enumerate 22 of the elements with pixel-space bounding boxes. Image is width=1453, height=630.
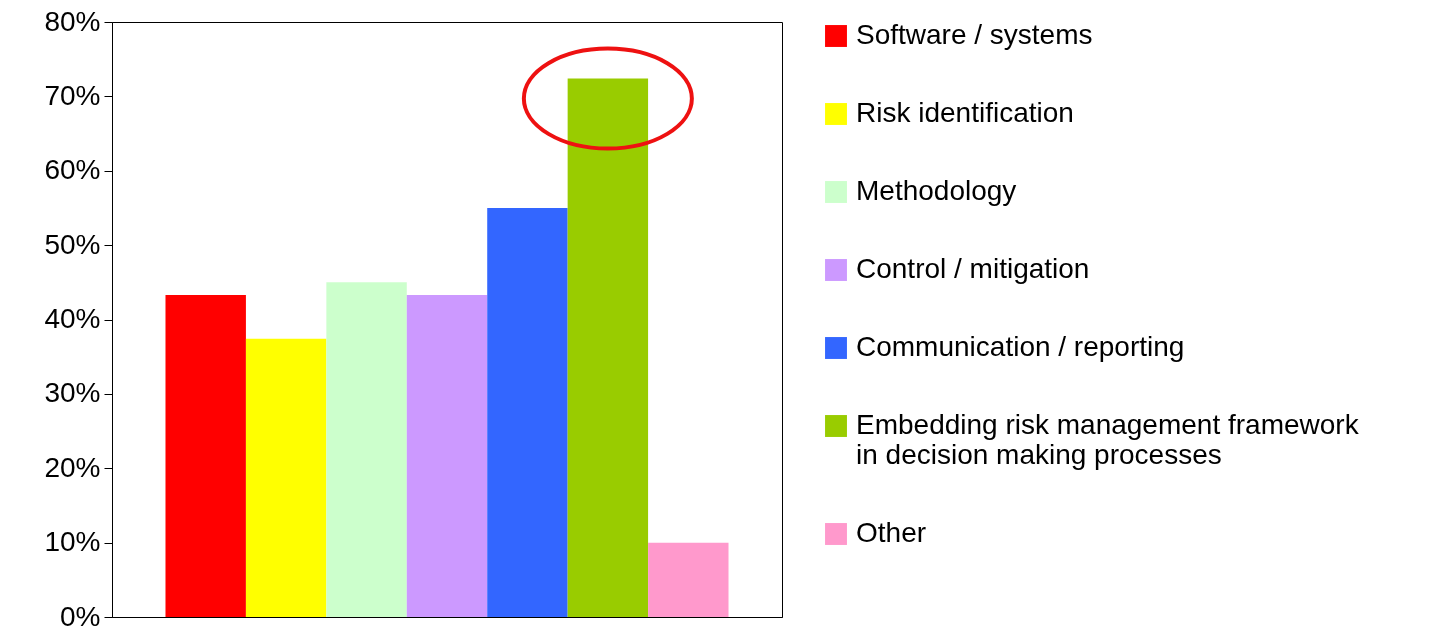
bar bbox=[406, 294, 488, 617]
legend-label: Embedding risk management framework in decision making processes bbox=[856, 409, 1360, 470]
legend-label: Risk identification bbox=[856, 97, 1074, 128]
legend-label: Other bbox=[856, 517, 927, 548]
legend-label: Software / systems bbox=[856, 19, 1093, 50]
bar bbox=[245, 338, 327, 617]
bar bbox=[326, 282, 407, 617]
y-tick-label: 70% bbox=[44, 79, 101, 111]
y-tick-label: 50% bbox=[44, 228, 101, 260]
y-tick-label: 60% bbox=[44, 154, 101, 186]
legend-label: Control / mitigation bbox=[856, 253, 1090, 284]
y-tick-label: 10% bbox=[44, 526, 101, 558]
bar bbox=[648, 542, 729, 617]
y-tick-label: 80% bbox=[44, 5, 101, 37]
y-tick-label: 40% bbox=[44, 303, 101, 334]
legend-label: Methodology bbox=[856, 175, 1017, 206]
y-tick-label: 0% bbox=[60, 600, 101, 630]
y-tick-label: 30% bbox=[44, 377, 101, 409]
y-tick-label: 20% bbox=[44, 451, 101, 483]
bar bbox=[487, 207, 568, 617]
bar bbox=[165, 294, 246, 617]
legend-label: Communication / reporting bbox=[856, 331, 1185, 362]
